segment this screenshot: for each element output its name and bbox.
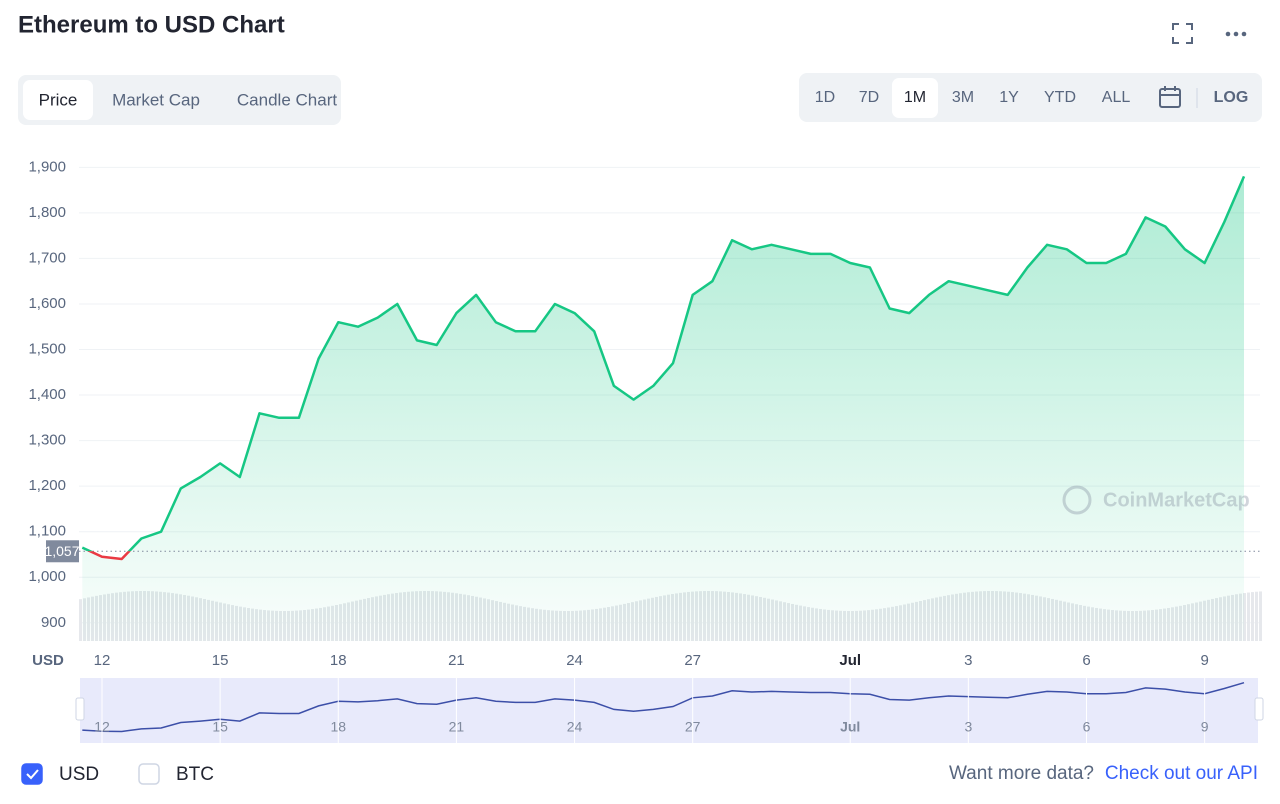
watermark-text: CoinMarketCap [1103, 489, 1250, 511]
range-button[interactable]: 1M [904, 89, 926, 106]
navigator-label: 18 [330, 719, 346, 735]
navigator-label: 27 [685, 719, 701, 735]
log-toggle[interactable]: LOG [1214, 89, 1249, 106]
tab[interactable]: Market Cap [112, 90, 200, 109]
reference-label: 1,057 [44, 543, 79, 559]
range-button[interactable]: YTD [1044, 89, 1076, 106]
y-tick-label: 1,700 [28, 249, 66, 266]
price-line [81, 175, 1246, 552]
range-button[interactable]: ALL [1102, 89, 1131, 106]
x-tick-label: 21 [448, 652, 465, 669]
fullscreen-icon[interactable] [1172, 23, 1193, 44]
x-tick-label: Jul [839, 652, 861, 669]
navigator-label: 24 [567, 719, 583, 735]
tab[interactable]: Candle Chart [237, 90, 337, 109]
volume-bar [1247, 592, 1250, 641]
y-tick-label: 1,200 [28, 477, 66, 494]
x-tick-label: 15 [212, 652, 229, 669]
volume-bar [1255, 591, 1258, 641]
volume-bar [1251, 592, 1254, 641]
range-button[interactable]: 7D [859, 89, 879, 106]
tab-group [18, 75, 341, 125]
currency-option[interactable]: USD [59, 764, 99, 785]
navigator-label: 12 [94, 719, 110, 735]
navigator-label: 9 [1201, 719, 1209, 735]
x-tick-label: 6 [1082, 652, 1090, 669]
page-title: Ethereum to USD Chart [18, 11, 285, 38]
navigator-handle[interactable] [75, 697, 85, 721]
y-tick-label: 1,400 [28, 386, 66, 403]
navigator-line [82, 681, 1245, 733]
y-tick-label: 1,900 [28, 158, 66, 175]
navigator-label: Jul [840, 719, 860, 735]
y-tick-label: 1,300 [28, 432, 66, 449]
navigator [80, 678, 1258, 743]
navigator-label: 21 [449, 719, 465, 735]
y-tick-label: 1,800 [28, 204, 66, 221]
y-tick-label: 1,600 [28, 295, 66, 312]
tab-active-bg [23, 80, 93, 120]
tab[interactable]: Price [39, 90, 78, 109]
currency-option[interactable]: BTC [176, 764, 214, 785]
reference-label-bg [46, 540, 79, 563]
checkmark [26, 769, 39, 780]
navigator-label: 3 [964, 719, 972, 735]
x-tick-label: 27 [684, 652, 701, 669]
navigator-label: 6 [1083, 719, 1091, 735]
range-active-bg [892, 78, 938, 118]
range-button[interactable]: 3M [952, 89, 974, 106]
y-axis-label: USD [32, 652, 64, 669]
volume-bar [1243, 593, 1246, 641]
more-icon[interactable] [1225, 31, 1247, 37]
navigator-label: 15 [212, 719, 228, 735]
calendar-icon[interactable] [1159, 86, 1181, 108]
x-tick-label: 18 [330, 652, 347, 669]
y-tick-label: 1,500 [28, 340, 66, 357]
checkbox[interactable] [21, 763, 43, 785]
watermark: CoinMarketCap [1062, 485, 1250, 515]
navigator-handle[interactable] [1254, 697, 1264, 721]
volume-bar [1259, 591, 1262, 641]
area-fill [82, 176, 1245, 641]
checkbox[interactable] [138, 763, 160, 785]
x-tick-label: 3 [964, 652, 972, 669]
x-tick-label: 9 [1200, 652, 1208, 669]
volume-bar [79, 599, 82, 641]
x-tick-label: 24 [566, 652, 583, 669]
x-tick-label: 12 [94, 652, 111, 669]
y-tick-label: 1,000 [28, 568, 66, 585]
y-tick-label: 900 [41, 614, 66, 631]
footer-link[interactable]: Check out our API [1105, 763, 1258, 784]
footer-prompt: Want more data? [949, 763, 1094, 784]
range-button[interactable]: 1D [815, 89, 835, 106]
y-tick-label: 1,100 [28, 523, 66, 540]
range-button[interactable]: 1Y [999, 89, 1019, 106]
